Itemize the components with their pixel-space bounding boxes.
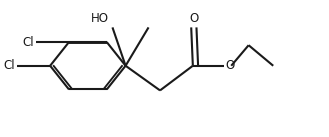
Text: O: O bbox=[189, 12, 198, 25]
Text: HO: HO bbox=[91, 12, 109, 25]
Text: Cl: Cl bbox=[3, 59, 15, 72]
Text: Cl: Cl bbox=[22, 35, 34, 48]
Text: O: O bbox=[226, 59, 235, 72]
